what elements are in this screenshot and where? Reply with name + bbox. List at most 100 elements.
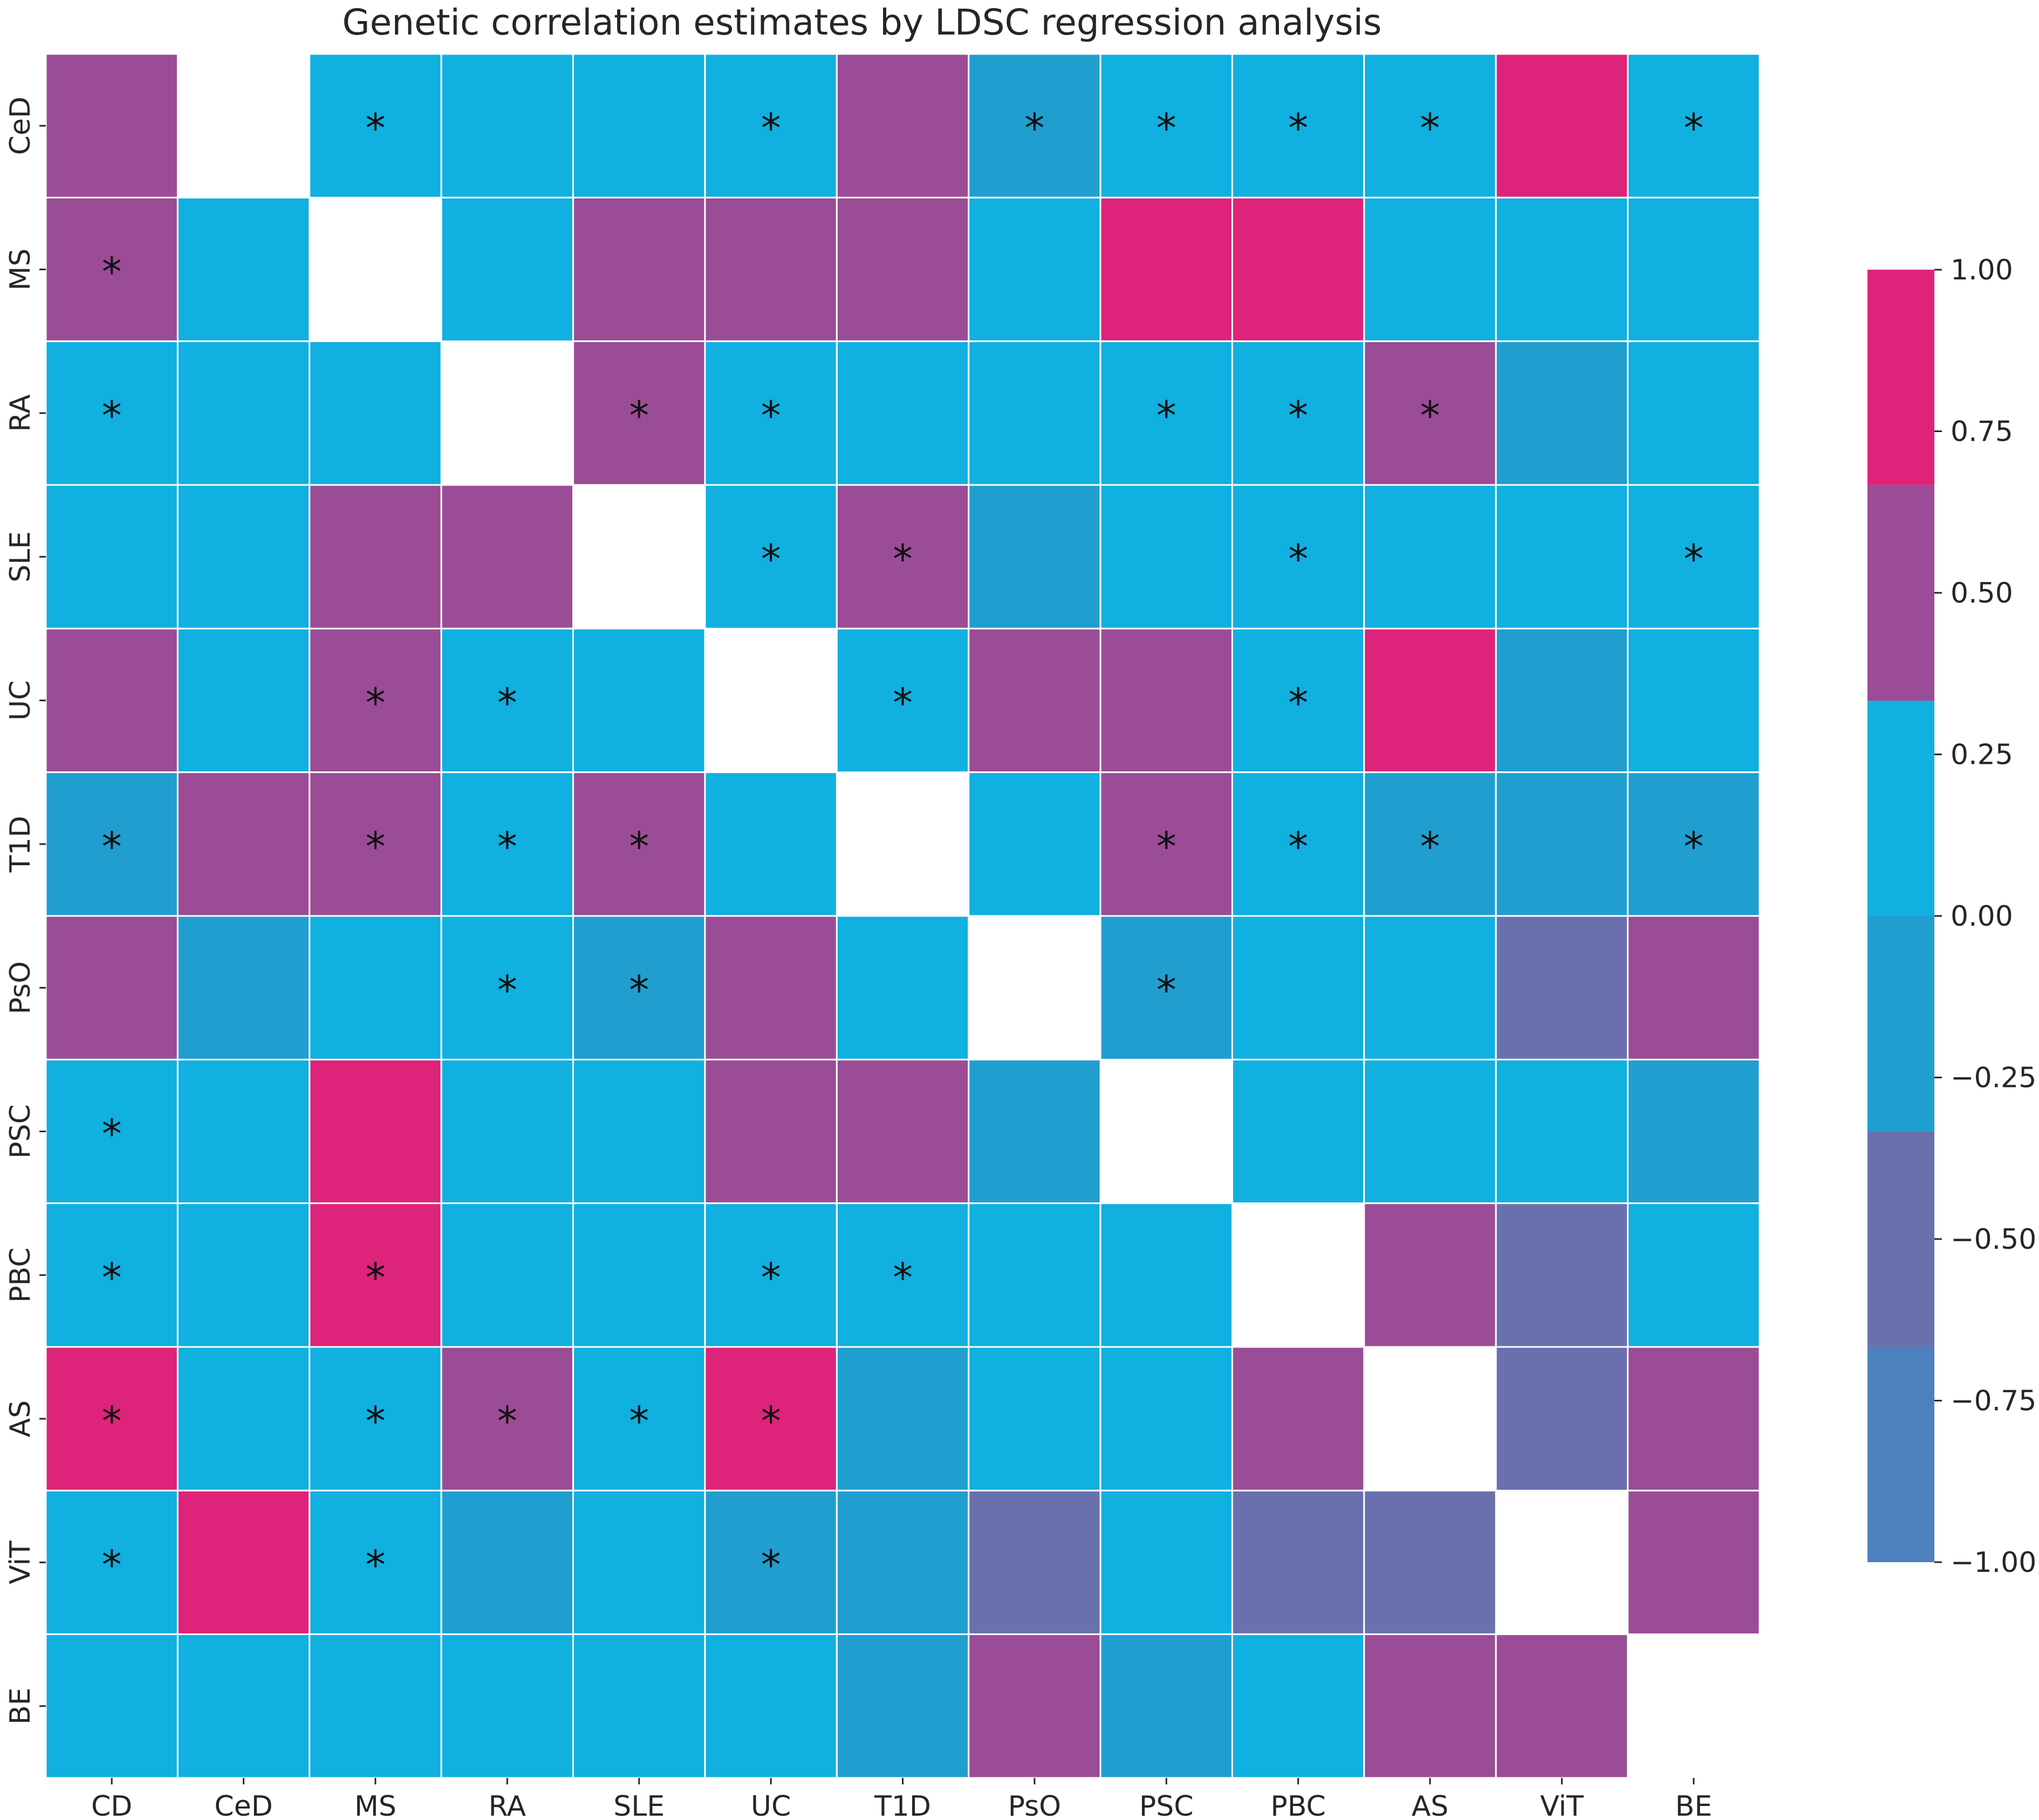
significance-star: *	[365, 1398, 385, 1445]
heatmap-cell	[440, 1489, 574, 1636]
heatmap-cell	[176, 1489, 311, 1636]
colorbar-tick-label: −1.00	[1951, 1547, 2036, 1579]
heatmap-cell	[1363, 196, 1497, 343]
heatmap-cell	[45, 1633, 179, 1779]
significance-star: *	[1157, 393, 1176, 439]
heatmap-cell	[1099, 53, 1233, 199]
heatmap-cell	[309, 915, 442, 1060]
significance-star: *	[497, 680, 517, 727]
heatmap-cell	[968, 196, 1101, 343]
significance-star: *	[629, 824, 649, 870]
heatmap-cell	[1363, 771, 1497, 917]
heatmap-cell	[45, 53, 179, 199]
x-tick-label: UC	[751, 1790, 791, 1817]
heatmap-cell	[1627, 1489, 1761, 1636]
x-tick-label: RA	[489, 1790, 526, 1817]
significance-star: *	[102, 1111, 122, 1158]
heatmap-cell	[1627, 771, 1761, 917]
colorbar-tick-label: 1.00	[1951, 254, 2013, 286]
colorbar-bin	[1867, 270, 1934, 485]
significance-star: *	[365, 824, 385, 870]
heatmap-cell	[45, 771, 179, 917]
x-tick-label: MS	[354, 1790, 396, 1817]
colorbar: 1.00 0.75 0.50 0.25 0.00 −0.25 −0.50 −0.75 −1.00	[1867, 254, 2036, 1579]
heatmap-cell	[1495, 1633, 1629, 1779]
y-axis-tick-labels: CeD MS RA SLE UC T1D PsO PSC PBC AS ViT BE	[4, 97, 46, 1725]
heatmap-cell	[572, 1058, 706, 1205]
heatmap-cell	[704, 915, 838, 1060]
heatmap-cell	[1363, 340, 1497, 486]
heatmap-cell	[704, 1633, 838, 1779]
heatmap-cell	[1363, 53, 1497, 199]
heatmap-cell	[176, 1346, 311, 1491]
heatmap-cell	[572, 1633, 706, 1779]
significance-star: *	[761, 393, 781, 439]
heatmap-cell	[836, 1633, 970, 1779]
heatmap-cell	[1627, 1202, 1761, 1348]
heatmap-cell	[704, 1058, 838, 1205]
heatmap-cell	[1627, 915, 1761, 1060]
heatmap-cell	[1363, 1058, 1497, 1205]
colorbar-tick-label: −0.50	[1951, 1223, 2036, 1256]
x-tick-label: AS	[1412, 1790, 1449, 1817]
significance-star: *	[761, 1255, 781, 1301]
significance-star: *	[1420, 824, 1440, 870]
significance-star: *	[761, 105, 781, 152]
heatmap-cell	[968, 771, 1101, 917]
significance-star: *	[1684, 105, 1703, 152]
heatmap-cell	[309, 1202, 442, 1348]
y-tick-label: RA	[4, 394, 37, 432]
heatmap-cell	[1627, 627, 1761, 774]
y-tick-label: PsO	[4, 961, 37, 1014]
heatmap-cell	[704, 1346, 838, 1491]
heatmap-cell	[1363, 1489, 1497, 1636]
significance-star: *	[365, 105, 385, 152]
heatmap-cell	[1231, 1346, 1365, 1491]
heatmap-cell	[440, 484, 574, 630]
heatmap-cell	[440, 915, 574, 1060]
x-tick-label: ViT	[1540, 1790, 1584, 1817]
heatmap-cell	[1099, 1202, 1233, 1348]
significance-star: *	[102, 393, 122, 439]
heatmap-cell	[176, 1058, 311, 1205]
x-tick-label: CeD	[214, 1790, 272, 1817]
heatmap-cell	[704, 1202, 838, 1348]
significance-star: *	[365, 1255, 385, 1301]
significance-star: *	[1420, 393, 1440, 439]
significance-star: *	[893, 680, 913, 727]
y-tick-label: CeD	[4, 97, 37, 155]
x-axis-tick-labels: CD CeD MS RA SLE UC T1D PsO PSC PBC AS ViT BE	[91, 1778, 1712, 1820]
heatmap-cell	[1231, 771, 1365, 917]
heatmap-cell	[968, 1633, 1101, 1779]
heatmap-cell	[1231, 53, 1365, 199]
significance-markers: * * * * * * * * * * * * * * * * * * * * * * * * * * * * * * * * * * * * * * * *…	[102, 105, 1704, 1588]
y-tick-label: ViT	[4, 1541, 37, 1584]
heatmap-cell	[836, 484, 970, 630]
x-tick-label: SLE	[613, 1790, 665, 1817]
heatmap-cell	[1231, 484, 1365, 630]
colorbar-tick-label: 0.00	[1951, 900, 2013, 933]
y-tick-label: T1D	[4, 816, 37, 873]
heatmap-cell	[1495, 340, 1629, 486]
heatmap-cell	[309, 340, 442, 486]
heatmap-cell	[440, 627, 574, 774]
significance-star: *	[1157, 105, 1176, 152]
colorbar-bin	[1867, 1347, 1934, 1562]
y-tick-label: PSC	[4, 1104, 37, 1159]
heatmap-cell	[968, 484, 1101, 630]
heatmap-cell	[1099, 771, 1233, 917]
heatmap-cell	[968, 340, 1101, 486]
heatmap-cell	[968, 1489, 1101, 1636]
heatmap-cell	[968, 1202, 1101, 1348]
colorbar-tick-label: 0.50	[1951, 577, 2013, 610]
significance-star: *	[365, 1542, 385, 1589]
significance-star: *	[629, 393, 649, 439]
heatmap-cell	[1231, 340, 1365, 486]
heatmap-cell	[1495, 1202, 1629, 1348]
significance-star: *	[497, 967, 517, 1014]
significance-star: *	[1684, 824, 1703, 870]
heatmap-cell	[176, 1202, 311, 1348]
x-tick-label: CD	[91, 1790, 132, 1817]
heatmap-cell	[1627, 196, 1761, 343]
colorbar-tick-label: −0.75	[1951, 1385, 2036, 1418]
